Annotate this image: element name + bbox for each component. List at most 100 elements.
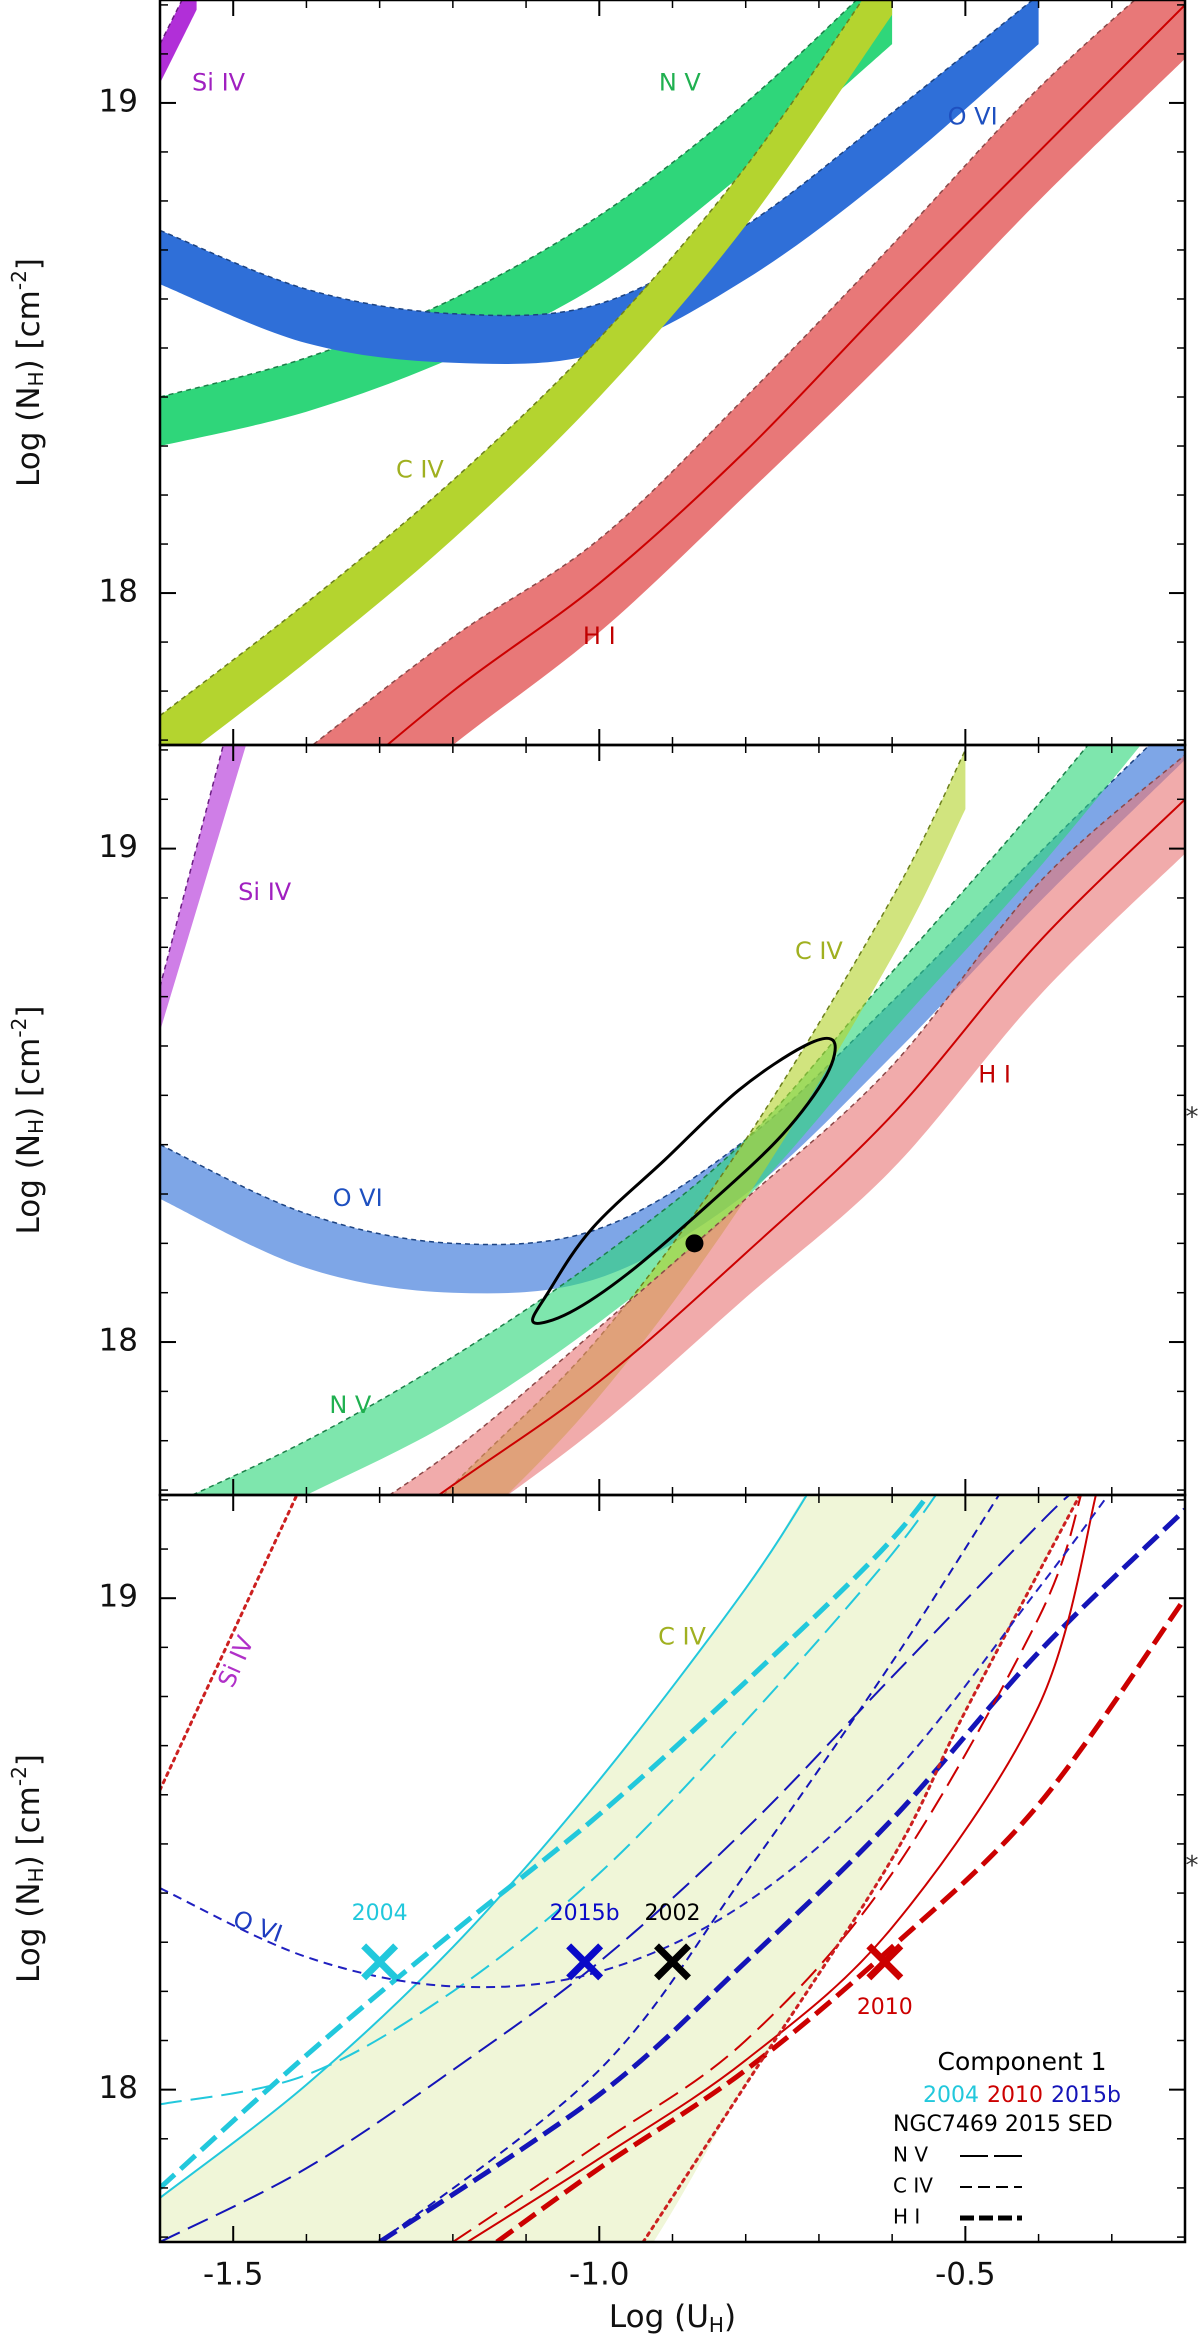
plot-area xyxy=(160,745,1185,1495)
x-axis-label-part: Log (U xyxy=(609,2299,709,2335)
y-tick-label: 18 xyxy=(99,1323,138,1359)
band-label: O VI xyxy=(948,103,998,131)
x-tick-label: -0.5 xyxy=(935,2257,996,2293)
plot-area xyxy=(160,1495,1185,2242)
y-axis-label-part: -2 xyxy=(7,1018,31,1038)
panel: Si IV N V O VI C IV H I 18 19 Log (NH) [cm-2] xyxy=(7,0,1187,747)
legend-label: N V xyxy=(893,2143,928,2167)
band-label: C IV xyxy=(396,456,444,484)
y-axis-label: Log (NH) [cm-2] xyxy=(7,1754,48,1983)
curve xyxy=(452,1495,1083,2242)
band xyxy=(160,0,1039,364)
band xyxy=(192,745,1141,1495)
y-axis-label: Log (NH) [cm-2] xyxy=(7,1006,48,1235)
curve xyxy=(160,1495,932,2190)
curve xyxy=(160,1495,1110,1989)
band-edge xyxy=(311,0,1136,745)
curve xyxy=(641,1495,1082,2242)
band xyxy=(160,745,247,1032)
band-label: H I xyxy=(583,622,616,650)
y-axis-label-part: Log (N xyxy=(11,386,47,487)
curve xyxy=(160,1495,808,2199)
plot-area xyxy=(160,0,1185,745)
legend-sed: NGC7469 2015 SED xyxy=(893,2112,1113,2137)
x-tick-label: -1.0 xyxy=(569,2257,630,2293)
annotation: Si IV xyxy=(212,1631,259,1691)
marker-label: 2015b xyxy=(550,1901,620,1926)
legend-label: C IV xyxy=(893,2174,933,2198)
band-edge xyxy=(160,0,858,398)
curve xyxy=(378,1507,1185,2242)
center-line xyxy=(437,798,1185,1495)
confidence-ellipse xyxy=(531,1036,837,1325)
best-fit-point xyxy=(685,1234,704,1253)
x-marker xyxy=(654,1943,691,1981)
band-edge xyxy=(160,0,1034,317)
band-edge xyxy=(160,745,1151,1246)
annotation: O VI xyxy=(229,1905,286,1948)
curve xyxy=(466,1495,1097,2242)
x-axis-label-part: ) xyxy=(724,2299,736,2335)
y-axis-label-part: Log (N xyxy=(11,1134,47,1235)
y-axis-label-part: H xyxy=(24,1867,48,1882)
legend-label: H I xyxy=(893,2205,920,2229)
band-label: H I xyxy=(978,1061,1011,1089)
x-axis-label: Log (UH) xyxy=(609,2299,736,2337)
x-marker xyxy=(866,1943,904,1981)
band xyxy=(160,0,893,745)
y-tick-label: 19 xyxy=(99,83,138,119)
panel: Si IV O VI C IV 2004 2015b 2002 2010 Component … xyxy=(7,1493,1199,2337)
y-axis-label-part: ] xyxy=(11,1006,47,1018)
y-axis-label-part: ) [cm xyxy=(11,1786,47,1867)
legend-year: 2004 xyxy=(923,2083,979,2108)
x-axis-label-part: H xyxy=(709,2313,724,2337)
y-tick-label: 19 xyxy=(99,829,138,865)
y-axis-label-part: ] xyxy=(11,1754,47,1766)
legend-year: 2010 xyxy=(987,2083,1043,2108)
band-label: C IV xyxy=(795,937,843,965)
band-edge xyxy=(160,745,225,987)
band-label: O VI xyxy=(333,1184,383,1212)
y-axis-label: Log (NH) [cm-2] xyxy=(7,258,48,487)
y-axis-label-part: ] xyxy=(11,258,47,270)
marker-label: 2002 xyxy=(645,1901,701,1926)
y-tick-label: 18 xyxy=(99,574,138,610)
legend-year: 2015b xyxy=(1051,2083,1121,2108)
curve xyxy=(160,1495,938,2106)
band-label: N V xyxy=(659,68,702,96)
marker-label: 2004 xyxy=(352,1901,408,1926)
band-edge xyxy=(442,749,967,1495)
curve xyxy=(160,1495,299,1792)
note: * xyxy=(1186,1851,1199,1881)
curve xyxy=(495,1596,1185,2242)
marker-label: 2010 xyxy=(857,1995,913,2020)
annotation: C IV xyxy=(658,1623,706,1651)
band-edge xyxy=(160,0,864,717)
y-axis-label-part: -2 xyxy=(7,270,31,290)
legend-title: Component 1 xyxy=(938,2047,1107,2076)
y-axis-label-part: -2 xyxy=(7,1766,31,1786)
legend-years: 2004 2010 2015b xyxy=(923,2083,1121,2108)
y-tick-label: 19 xyxy=(99,1579,138,1615)
x-marker xyxy=(566,1943,604,1981)
x-marker xyxy=(361,1943,399,1981)
band xyxy=(160,745,1185,1294)
shaded-region xyxy=(160,1495,1080,2242)
note: * xyxy=(1186,1103,1199,1133)
curve xyxy=(160,1495,1071,2242)
y-axis-label-part: ) [cm xyxy=(11,290,47,371)
band xyxy=(160,0,197,84)
y-axis-label-part: H xyxy=(24,1119,48,1134)
band xyxy=(160,0,893,446)
curve xyxy=(378,1495,1001,2242)
y-axis-label-part: H xyxy=(24,371,48,386)
band xyxy=(312,0,1185,745)
band-label: Si IV xyxy=(192,68,246,96)
y-tick-label: 18 xyxy=(99,2070,138,2106)
band-edge xyxy=(190,745,1089,1495)
band-edge xyxy=(388,754,1185,1495)
band-label: N V xyxy=(329,1391,372,1419)
y-axis-label-part: Log (N xyxy=(11,1882,47,1983)
y-axis-label-part: ) [cm xyxy=(11,1038,47,1119)
